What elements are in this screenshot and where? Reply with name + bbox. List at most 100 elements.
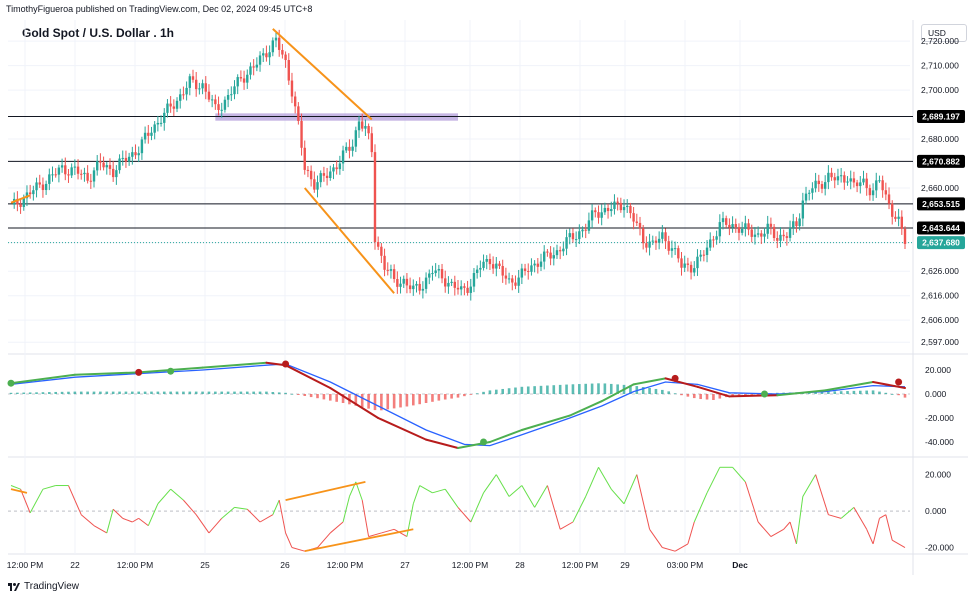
osc-segment — [444, 488, 459, 508]
cross-dot — [480, 438, 488, 446]
candle — [578, 224, 581, 245]
osc-segment — [534, 485, 548, 508]
histogram-bar — [520, 386, 524, 394]
candle — [290, 72, 294, 104]
osc-segment — [802, 474, 817, 497]
histogram-bar — [188, 391, 192, 394]
wave-axis-label: -40.000 — [925, 437, 954, 447]
osc-segment — [138, 517, 149, 527]
time-axis-label: 12:00 PM — [327, 560, 363, 570]
histogram-bar — [118, 391, 121, 394]
histogram-bar — [565, 384, 568, 394]
osc-segment — [687, 521, 695, 545]
candle — [482, 254, 485, 271]
candle-body — [373, 152, 377, 243]
histogram-bar — [150, 391, 153, 394]
histogram-bar — [322, 394, 326, 400]
osc-segment — [598, 467, 612, 490]
price-tag-bg — [917, 197, 965, 211]
candle-body — [41, 184, 45, 191]
osc-segment — [208, 518, 223, 534]
candle-body — [32, 190, 35, 195]
candle — [214, 94, 217, 110]
candle — [89, 173, 93, 189]
histogram-bar — [897, 394, 900, 396]
candle-body — [635, 221, 638, 223]
candle-body — [434, 270, 437, 274]
time-axis-label: 03:00 PM — [667, 560, 703, 570]
candle — [463, 283, 466, 296]
candle-body — [865, 178, 868, 189]
candle-body — [495, 263, 498, 269]
candle-body — [884, 190, 888, 195]
candle — [852, 171, 856, 188]
osc-segment — [546, 485, 561, 530]
histogram-bar — [143, 391, 147, 394]
candle — [389, 264, 393, 279]
candle — [156, 115, 160, 132]
candle — [345, 142, 348, 153]
candle — [884, 182, 888, 201]
candle-body — [303, 147, 306, 170]
candle — [594, 207, 597, 218]
currency-selector[interactable]: USD — [921, 24, 967, 42]
osc-segment — [483, 474, 497, 494]
histogram-bar — [865, 390, 868, 394]
candle-body — [734, 224, 737, 228]
candle-body — [19, 204, 22, 207]
candle-body — [875, 180, 878, 191]
histogram-bar — [890, 394, 894, 395]
candle — [680, 252, 683, 276]
wave-fast-segment — [329, 387, 380, 419]
candle — [820, 180, 824, 194]
candle — [501, 259, 504, 283]
candle-body — [760, 233, 763, 237]
candle-body — [76, 166, 80, 174]
candle-body — [680, 258, 683, 268]
histogram-bar — [482, 391, 485, 394]
osc-segment — [80, 514, 95, 527]
candle-body — [309, 170, 313, 180]
candle-body — [491, 264, 495, 269]
pattern-trendline — [303, 187, 395, 294]
candle — [504, 267, 508, 285]
candle-body — [153, 124, 156, 133]
candle — [673, 241, 677, 256]
candle-body — [150, 132, 153, 136]
level-price-tag: 2,689.197 — [917, 110, 965, 124]
candle-body — [475, 269, 479, 274]
candle — [399, 276, 402, 294]
candle-body — [686, 263, 690, 265]
candle-body — [846, 181, 849, 183]
candle-body — [501, 266, 504, 276]
candle-body — [226, 94, 230, 100]
histogram-bar — [354, 394, 358, 406]
candle — [654, 236, 658, 250]
candle — [223, 96, 227, 113]
candle-body — [539, 261, 543, 267]
histogram-bar — [431, 394, 434, 402]
candle — [434, 263, 437, 277]
tradingview-logo[interactable]: TradingView — [8, 581, 79, 592]
symbol-title[interactable]: Gold Spot / U.S. Dollar . 1h — [22, 26, 175, 40]
candle — [900, 210, 904, 235]
histogram-bar — [303, 394, 307, 396]
candle — [99, 153, 102, 171]
candle-body — [255, 64, 259, 68]
histogram-bar — [827, 391, 830, 394]
candle-body — [549, 252, 552, 259]
candle — [645, 236, 648, 253]
candle-body — [252, 66, 255, 68]
candle-body — [396, 279, 399, 287]
wave-fast-segment — [284, 364, 332, 389]
candle-body — [766, 223, 769, 234]
histogram-bar — [239, 391, 243, 394]
candle-body — [517, 277, 520, 286]
candle — [795, 217, 798, 233]
candle — [35, 177, 38, 198]
candle — [498, 260, 501, 270]
wave-fast-segment — [488, 429, 523, 443]
candle — [274, 31, 278, 48]
candle-body — [281, 49, 284, 55]
